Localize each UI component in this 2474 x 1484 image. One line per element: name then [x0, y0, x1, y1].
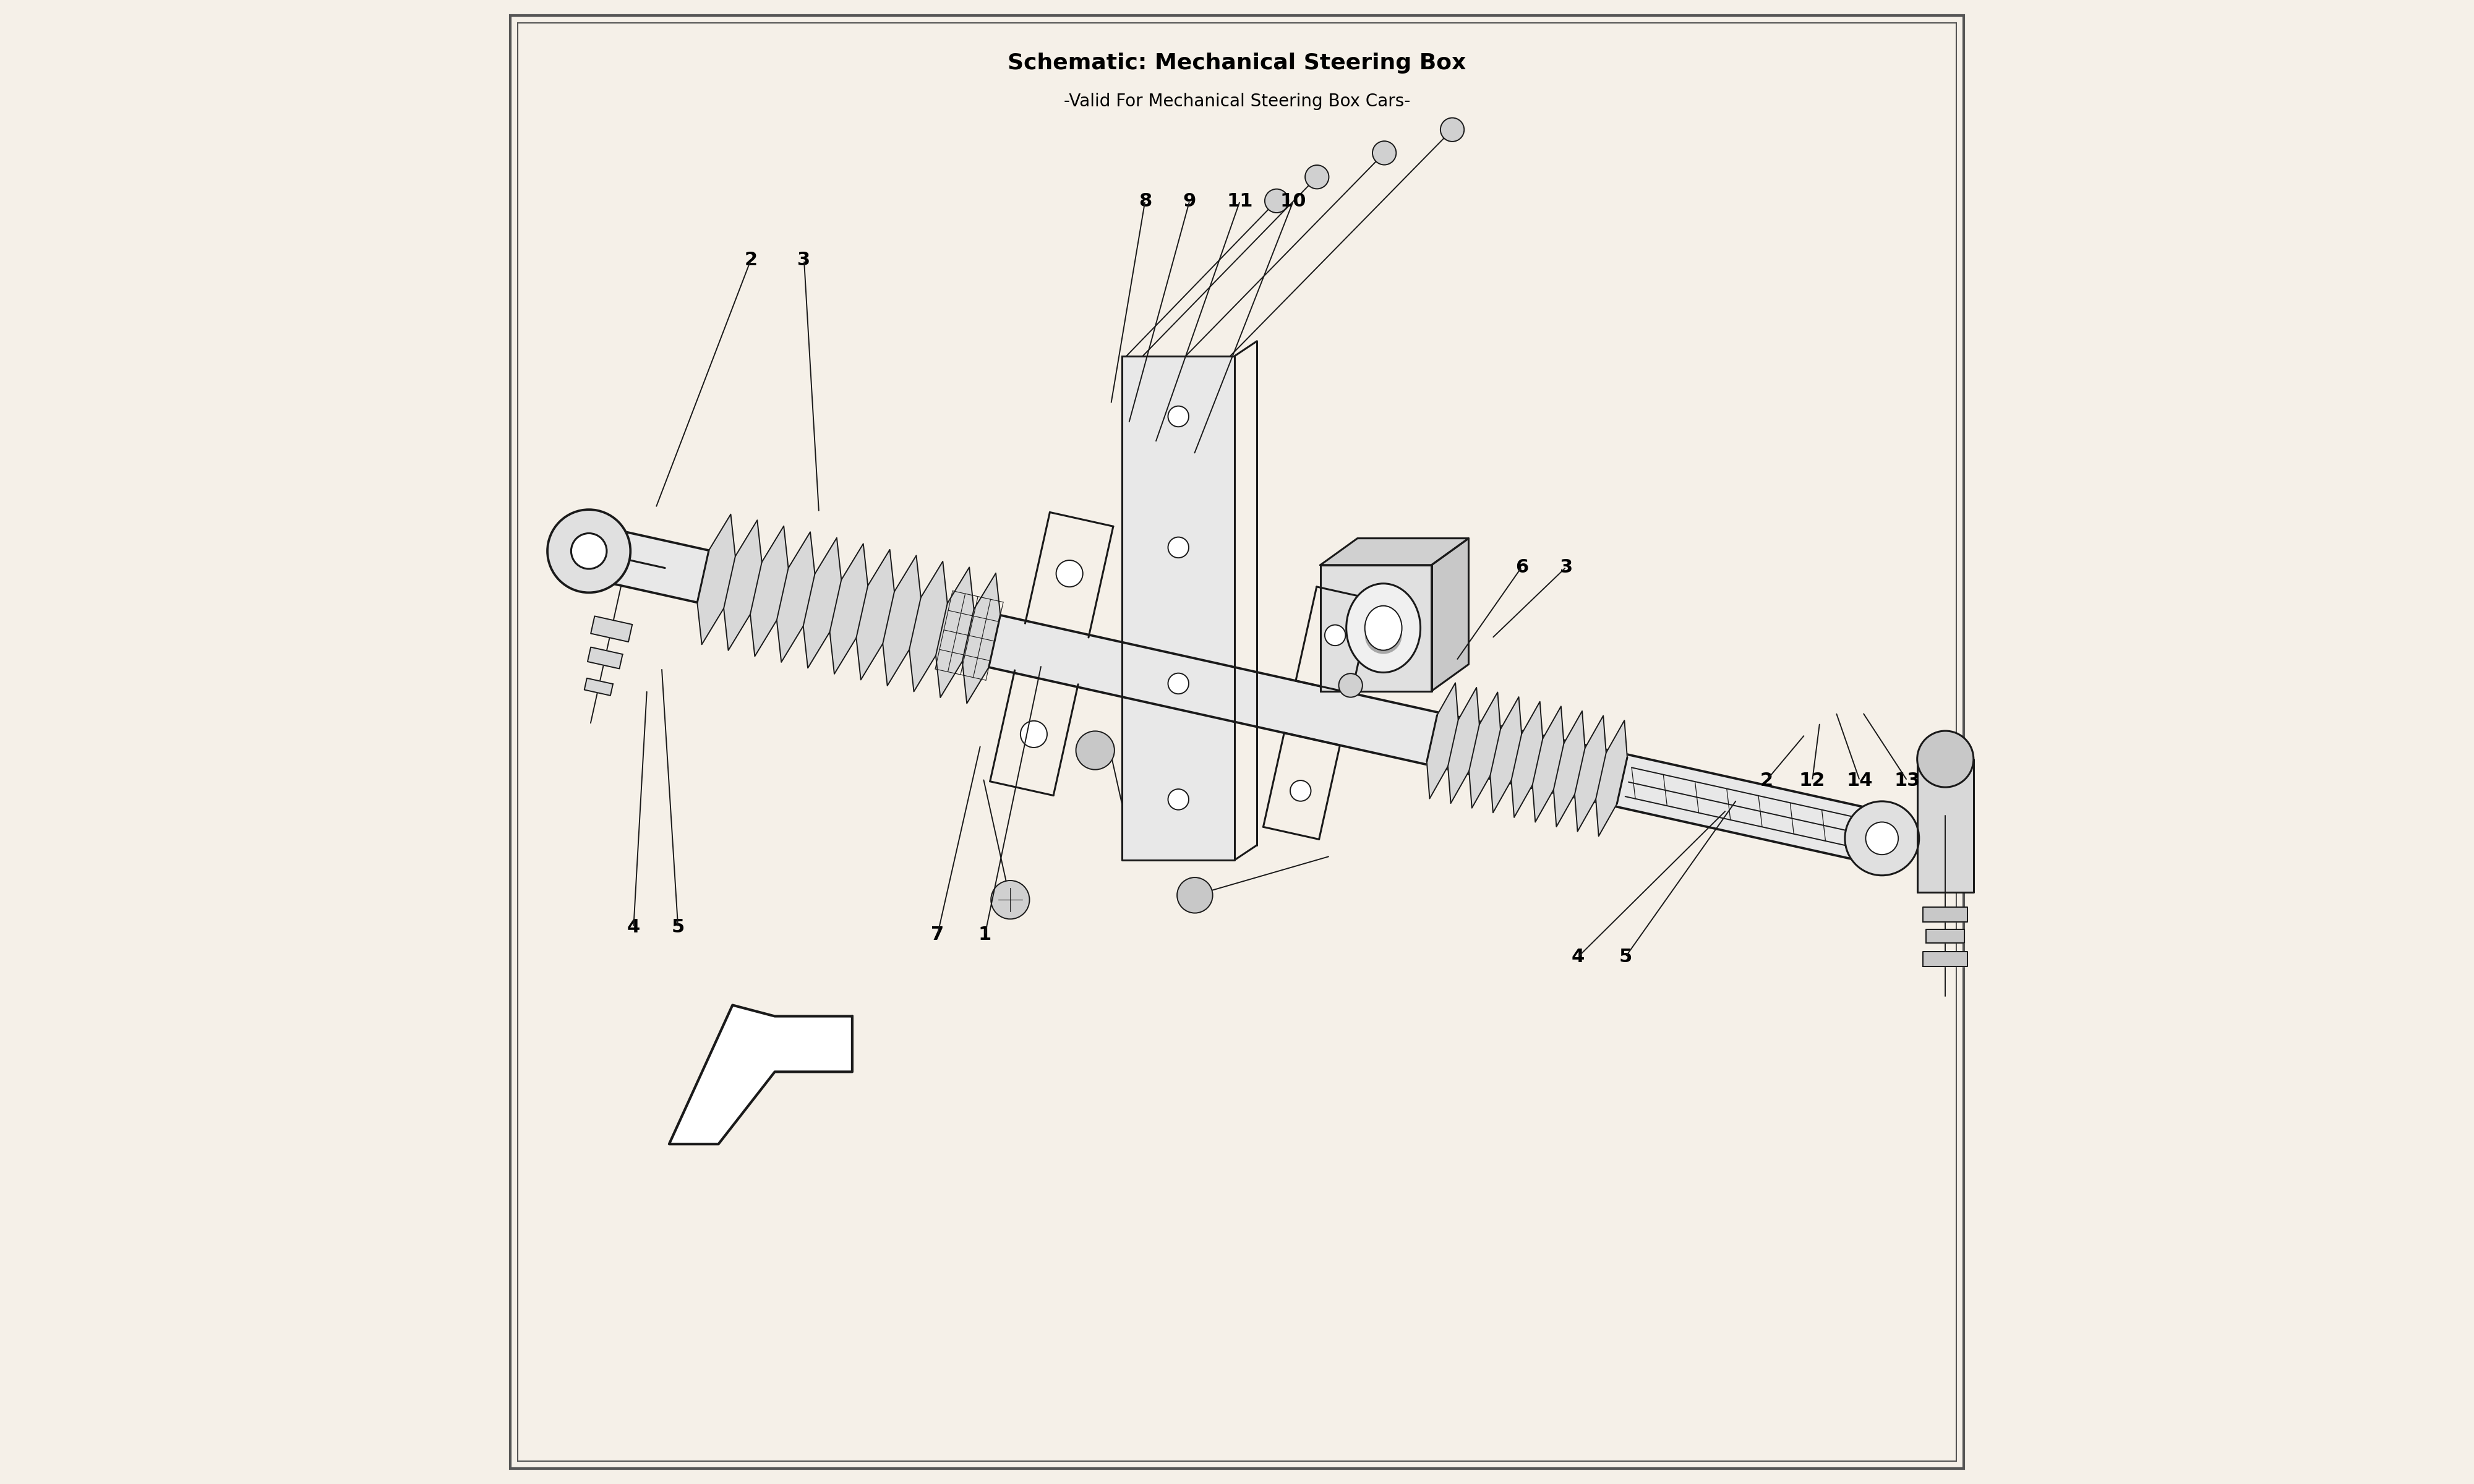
Text: 5: 5	[1618, 948, 1633, 966]
Polygon shape	[584, 678, 614, 696]
Circle shape	[1056, 561, 1084, 586]
Text: 14: 14	[1846, 772, 1873, 789]
Text: 4: 4	[626, 919, 641, 936]
Circle shape	[1865, 822, 1898, 855]
Circle shape	[1168, 407, 1190, 427]
Circle shape	[1076, 732, 1113, 770]
Polygon shape	[609, 531, 1888, 864]
Ellipse shape	[1366, 605, 1403, 650]
Text: 3: 3	[1559, 558, 1573, 576]
Polygon shape	[1427, 683, 1628, 835]
Polygon shape	[586, 647, 623, 669]
Circle shape	[1440, 117, 1465, 141]
Text: 7: 7	[930, 926, 945, 944]
Circle shape	[1168, 537, 1190, 558]
Polygon shape	[1927, 929, 1964, 942]
Circle shape	[547, 509, 631, 592]
Text: 8: 8	[1138, 191, 1150, 209]
Circle shape	[1019, 721, 1047, 748]
Text: 6: 6	[1514, 558, 1529, 576]
Polygon shape	[591, 616, 633, 643]
Polygon shape	[1432, 539, 1470, 692]
Circle shape	[1324, 625, 1346, 646]
Circle shape	[1168, 789, 1190, 810]
Polygon shape	[1321, 539, 1470, 565]
Circle shape	[1168, 674, 1190, 695]
Text: 4: 4	[1571, 948, 1583, 966]
Text: 9: 9	[1183, 191, 1195, 209]
Polygon shape	[1917, 758, 1974, 892]
Circle shape	[1373, 141, 1395, 165]
Circle shape	[1178, 877, 1212, 913]
Ellipse shape	[1346, 583, 1420, 672]
Circle shape	[1289, 781, 1311, 801]
Polygon shape	[668, 1005, 851, 1144]
Polygon shape	[1922, 951, 1967, 966]
Circle shape	[1306, 165, 1329, 188]
Circle shape	[1917, 732, 1974, 787]
Ellipse shape	[1366, 617, 1403, 654]
Text: -Valid For Mechanical Steering Box Cars-: -Valid For Mechanical Steering Box Cars-	[1064, 93, 1410, 110]
Text: 2: 2	[745, 251, 757, 269]
Text: 11: 11	[1227, 191, 1254, 209]
Text: 3: 3	[797, 251, 811, 269]
Text: 2: 2	[1759, 772, 1774, 789]
Text: 10: 10	[1279, 191, 1306, 209]
Text: 12: 12	[1799, 772, 1826, 789]
Text: 1: 1	[977, 926, 992, 944]
Text: 5: 5	[670, 919, 685, 936]
Polygon shape	[698, 515, 999, 703]
Polygon shape	[1123, 356, 1235, 859]
Polygon shape	[1321, 565, 1432, 692]
Text: Schematic: Mechanical Steering Box: Schematic: Mechanical Steering Box	[1007, 52, 1467, 74]
Circle shape	[1264, 188, 1289, 212]
Circle shape	[1846, 801, 1920, 876]
Polygon shape	[1922, 907, 1967, 922]
Circle shape	[571, 533, 606, 568]
Circle shape	[1338, 674, 1363, 697]
Circle shape	[992, 880, 1029, 919]
Text: 13: 13	[1895, 772, 1920, 789]
